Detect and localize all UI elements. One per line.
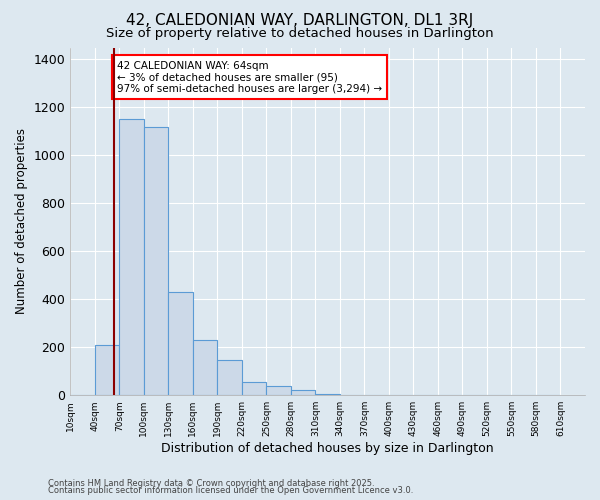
Text: Contains HM Land Registry data © Crown copyright and database right 2025.: Contains HM Land Registry data © Crown c…: [48, 478, 374, 488]
Bar: [119, 120, 144, 395]
Y-axis label: Number of detached properties: Number of detached properties: [15, 128, 28, 314]
Text: Size of property relative to detached houses in Darlington: Size of property relative to detached ho…: [106, 28, 494, 40]
Bar: [266, 386, 291, 395]
Bar: [193, 340, 217, 395]
Bar: [95, 345, 119, 395]
Text: Contains public sector information licensed under the Open Government Licence v3: Contains public sector information licen…: [48, 486, 413, 495]
Bar: [316, 394, 340, 395]
Text: 42 CALEDONIAN WAY: 64sqm
← 3% of detached houses are smaller (95)
97% of semi-de: 42 CALEDONIAN WAY: 64sqm ← 3% of detache…: [117, 60, 382, 94]
Bar: [169, 292, 193, 395]
Bar: [144, 126, 169, 395]
Text: 42, CALEDONIAN WAY, DARLINGTON, DL1 3RJ: 42, CALEDONIAN WAY, DARLINGTON, DL1 3RJ: [127, 12, 473, 28]
Bar: [242, 382, 266, 395]
X-axis label: Distribution of detached houses by size in Darlington: Distribution of detached houses by size …: [161, 442, 494, 455]
Bar: [217, 360, 242, 395]
Bar: [291, 390, 316, 395]
